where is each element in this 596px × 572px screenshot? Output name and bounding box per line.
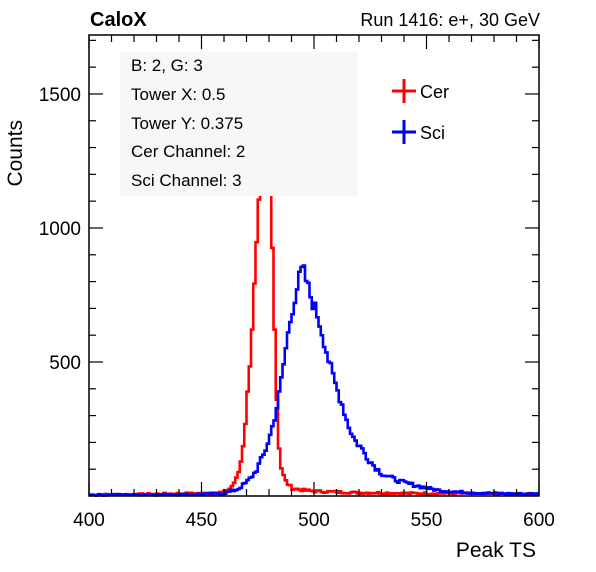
x-tick-label: 450 <box>186 510 218 531</box>
y-tick-label: 1500 <box>39 85 81 106</box>
x-axis-title: Peak TS <box>456 539 536 562</box>
header-left-label: CaloX <box>90 9 147 31</box>
axis-layer: 400 450 500 550 600 500 1000 1500 <box>39 34 555 531</box>
series-line-sci <box>89 264 539 497</box>
y-tick-label: 1000 <box>39 219 81 240</box>
legend-marker-sci <box>392 120 416 144</box>
info-line-tower-x: Tower X: 0.5 <box>131 85 226 104</box>
legend: Cer Sci <box>392 79 449 144</box>
header-right-label: Run 1416: e+, 30 GeV <box>360 10 540 30</box>
legend-marker-cer <box>392 79 416 103</box>
y-tick-label: 500 <box>49 353 81 374</box>
info-line-tower-y: Tower Y: 0.375 <box>131 114 243 133</box>
info-line-cer-channel: Cer Channel: 2 <box>131 142 245 161</box>
x-tick-label: 550 <box>411 510 443 531</box>
info-line-board-group: B: 2, G: 3 <box>131 56 203 75</box>
x-tick-label: 400 <box>73 510 105 531</box>
legend-label-cer: Cer <box>420 82 449 102</box>
info-line-sci-channel: Sci Channel: 3 <box>131 171 242 190</box>
x-tick-label: 500 <box>298 510 330 531</box>
info-box <box>120 52 358 196</box>
x-tick-label: 600 <box>523 510 555 531</box>
y-axis-title: Counts <box>4 120 27 187</box>
legend-label-sci: Sci <box>420 123 445 143</box>
